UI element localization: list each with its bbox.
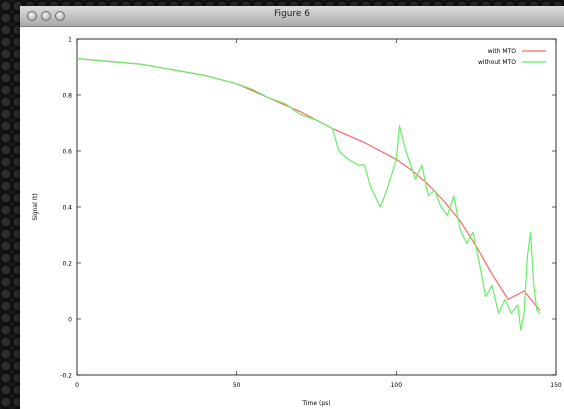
plot-canvas: -0.2 0 0.2 0.4 0.6 0.8 1 0 50 100 150 Time (ps) Sign… (20, 27, 564, 409)
y-tick-label: 1 (68, 37, 72, 44)
y-tick-label: -0.2 (60, 373, 72, 380)
y-tick-label: 0.6 (62, 149, 72, 156)
x-axis-label: Time (ps) (301, 400, 330, 407)
plot-frame (76, 38, 557, 376)
y-tick-label: 0.4 (62, 205, 72, 212)
window-title: Figure 6 (273, 9, 311, 19)
y-axis-label: Signal (t) (32, 193, 39, 220)
y-tick-label: 0 (68, 317, 72, 324)
series-line-without-mto (76, 58, 541, 331)
x-tick-label: 150 (550, 382, 562, 389)
zoom-window-icon[interactable] (55, 11, 65, 21)
x-tick-label: 50 (233, 382, 241, 389)
legend-label: with MTO (488, 48, 516, 55)
series-line-with-mto (76, 58, 541, 311)
y-tick-label: 0.2 (62, 261, 72, 268)
x-tick-label: 100 (391, 382, 403, 389)
y-tick-label: 0.8 (62, 93, 72, 100)
figure-window: Figure 6 -0.2 0 0.2 0.4 0.6 0.8 1 0 50 100 150 Time… (20, 6, 564, 409)
minimize-window-icon[interactable] (41, 11, 51, 21)
x-tick-label: 0 (75, 382, 79, 389)
title-bar[interactable]: Figure 6 (20, 6, 564, 27)
legend-label: without MTO (478, 59, 516, 66)
close-window-icon[interactable] (27, 11, 37, 21)
